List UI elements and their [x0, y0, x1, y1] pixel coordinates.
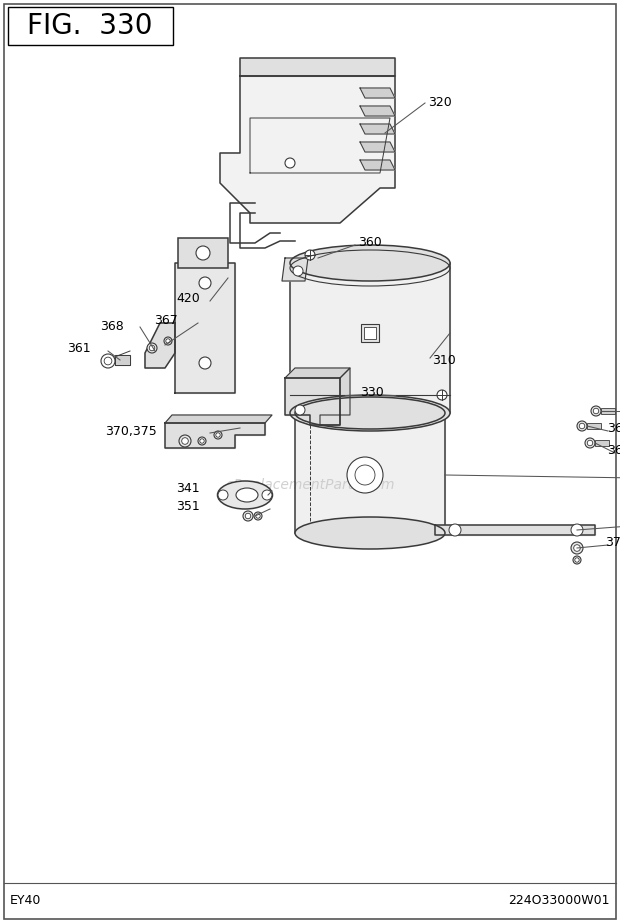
Polygon shape	[240, 58, 395, 76]
Bar	[8, 7, 173, 45]
Text: 224O33000W01: 224O33000W01	[508, 894, 610, 907]
Ellipse shape	[290, 395, 450, 431]
Ellipse shape	[236, 488, 258, 502]
Circle shape	[449, 524, 461, 536]
Bar	[601, 408, 615, 414]
Circle shape	[179, 435, 191, 447]
Circle shape	[101, 354, 115, 368]
Circle shape	[285, 158, 295, 168]
Text: 341: 341	[176, 483, 200, 496]
Polygon shape	[285, 368, 350, 378]
Bar	[587, 423, 601, 429]
Bar	[595, 440, 609, 446]
Text: eReplacementParts.com: eReplacementParts.com	[225, 478, 395, 492]
Circle shape	[355, 465, 375, 485]
Circle shape	[575, 557, 579, 562]
Text: 351: 351	[176, 500, 200, 513]
Circle shape	[256, 514, 260, 518]
Circle shape	[218, 490, 228, 500]
Polygon shape	[360, 142, 395, 152]
Text: EY40: EY40	[10, 894, 42, 907]
Circle shape	[149, 345, 155, 351]
Circle shape	[104, 357, 112, 365]
Circle shape	[573, 556, 581, 564]
Polygon shape	[360, 88, 395, 98]
Polygon shape	[220, 76, 395, 223]
Polygon shape	[360, 106, 395, 116]
Circle shape	[199, 357, 211, 369]
Text: 368: 368	[100, 319, 124, 332]
Circle shape	[593, 408, 599, 414]
Circle shape	[571, 542, 583, 554]
Circle shape	[347, 457, 383, 493]
Ellipse shape	[218, 481, 273, 509]
Circle shape	[587, 440, 593, 446]
Circle shape	[147, 343, 157, 353]
Circle shape	[198, 437, 206, 445]
Circle shape	[293, 266, 303, 276]
Circle shape	[295, 405, 305, 415]
Circle shape	[216, 433, 220, 438]
Polygon shape	[115, 355, 130, 365]
Polygon shape	[165, 423, 265, 448]
Text: 368: 368	[607, 445, 620, 458]
Text: 320: 320	[428, 97, 452, 110]
Text: 330: 330	[360, 387, 384, 400]
Circle shape	[214, 431, 222, 439]
Polygon shape	[175, 263, 235, 393]
Circle shape	[246, 513, 250, 519]
Polygon shape	[360, 160, 395, 170]
Polygon shape	[295, 413, 445, 533]
Circle shape	[579, 424, 585, 429]
Circle shape	[262, 490, 272, 500]
Bar	[178, 238, 228, 268]
Circle shape	[164, 337, 172, 345]
Text: 361: 361	[67, 342, 91, 355]
Text: FIG.  330: FIG. 330	[27, 12, 153, 40]
Circle shape	[199, 277, 211, 289]
FancyBboxPatch shape	[361, 324, 379, 342]
Polygon shape	[145, 323, 175, 368]
Text: 310: 310	[432, 354, 456, 366]
Circle shape	[166, 339, 171, 343]
Circle shape	[196, 246, 210, 260]
Circle shape	[305, 250, 315, 260]
Circle shape	[574, 545, 580, 551]
Circle shape	[585, 438, 595, 448]
FancyBboxPatch shape	[364, 327, 376, 339]
Polygon shape	[320, 368, 350, 425]
Ellipse shape	[295, 397, 445, 429]
Text: 375: 375	[605, 536, 620, 549]
Ellipse shape	[290, 245, 450, 281]
Text: 360: 360	[358, 236, 382, 249]
Polygon shape	[360, 124, 395, 134]
Circle shape	[254, 512, 262, 520]
Polygon shape	[285, 378, 340, 425]
Circle shape	[437, 390, 447, 400]
Circle shape	[243, 511, 253, 521]
Circle shape	[200, 438, 204, 443]
Text: 367: 367	[607, 423, 620, 436]
Circle shape	[571, 524, 583, 536]
Text: 420: 420	[176, 293, 200, 306]
Circle shape	[182, 438, 188, 444]
Polygon shape	[290, 263, 450, 413]
Polygon shape	[165, 415, 272, 423]
Polygon shape	[435, 525, 595, 535]
Text: 367: 367	[154, 315, 178, 328]
Circle shape	[577, 421, 587, 431]
Polygon shape	[282, 258, 308, 281]
Circle shape	[591, 406, 601, 416]
Text: 370,375: 370,375	[105, 426, 157, 438]
Ellipse shape	[295, 517, 445, 549]
